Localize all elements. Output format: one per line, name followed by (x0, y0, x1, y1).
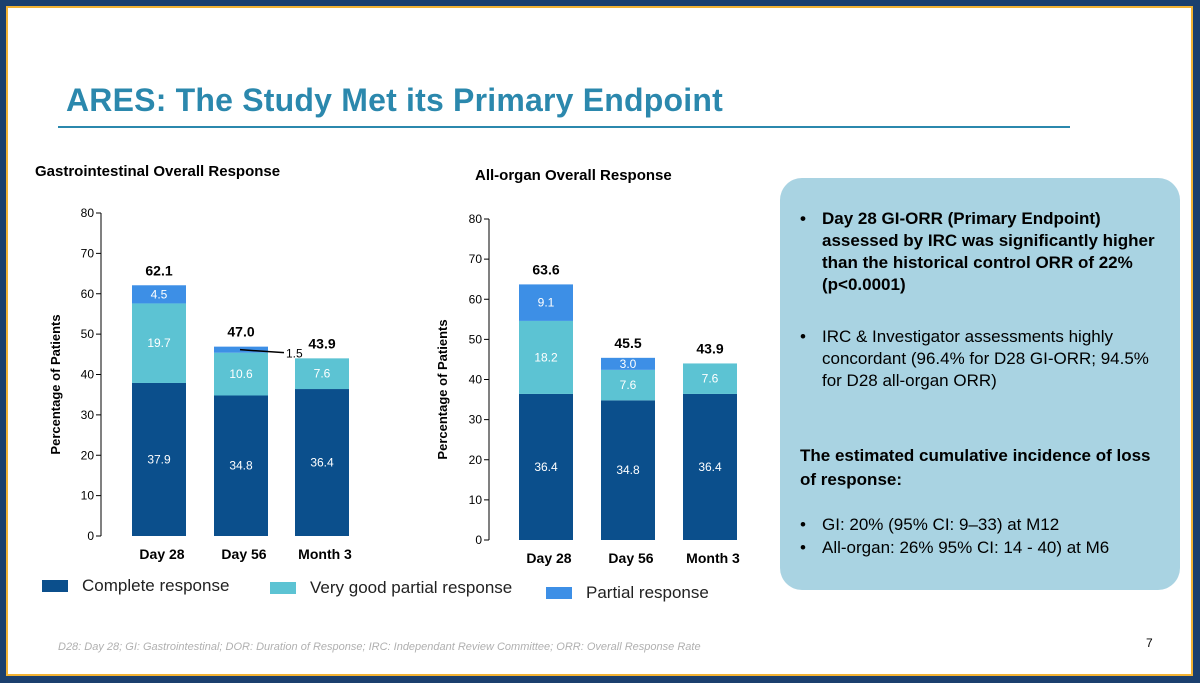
y-tick-label: 70 (469, 252, 483, 266)
key-findings-panel: • Day 28 GI-ORR (Primary Endpoint) asses… (780, 178, 1180, 590)
legend-very-good-partial-response: Very good partial response (270, 578, 512, 598)
y-tick-label: 0 (475, 533, 482, 547)
y-axis-label: Percentage of Patients (48, 314, 63, 454)
page-number: 7 (1146, 636, 1153, 650)
y-tick-label: 70 (81, 246, 95, 260)
bar-segment (519, 393, 573, 540)
slide-title: ARES: The Study Met its Primary Endpoint (66, 82, 723, 118)
legend-swatch-complete (42, 580, 68, 592)
bar-segment (519, 320, 573, 394)
y-tick-label: 20 (81, 448, 95, 462)
y-tick-label: 80 (81, 206, 95, 220)
y-tick-label: 30 (81, 408, 95, 422)
all-organ-chart-title: All-organ Overall Response (475, 167, 672, 184)
segment-data-label: 7.6 (314, 367, 331, 381)
legend-partial-response: Partial response (546, 583, 709, 603)
bar-segment (601, 400, 655, 540)
finding-concordance: • IRC & Investigator assessments highly … (800, 326, 1160, 392)
finding-all-organ-loss: • All-organ: 26% 95% CI: 14 - 40) at M6 (800, 537, 1175, 559)
bar-segment (132, 285, 186, 304)
segment-data-label: 37.9 (147, 452, 171, 466)
abbreviations-footnote: D28: Day 28; GI: Gastrointestinal; DOR: … (58, 641, 701, 653)
bar-segment (132, 382, 186, 536)
segment-data-label: 36.4 (310, 456, 334, 470)
segment-data-label: 9.1 (538, 296, 555, 310)
y-tick-label: 60 (81, 287, 95, 301)
segment-data-label: 4.5 (151, 287, 168, 301)
bar-segment (295, 389, 349, 536)
y-tick-label: 80 (469, 212, 483, 226)
x-category-label: Day 56 (608, 550, 653, 566)
finding-gi-loss: • GI: 20% (95% CI: 9–33) at M12 (800, 514, 1175, 536)
bar-segment (214, 352, 268, 396)
bar-total-label: 47.0 (227, 324, 254, 340)
legend-label-complete: Complete response (82, 576, 230, 595)
x-category-label: Day 56 (221, 546, 266, 562)
y-tick-label: 10 (469, 493, 483, 507)
finding-all-organ-loss-text: All-organ: 26% 95% CI: 14 - 40) at M6 (822, 538, 1110, 557)
segment-data-label: 3.0 (620, 357, 637, 371)
bullet-marker: • (800, 515, 806, 534)
callout-line (239, 348, 285, 354)
bar-segment (683, 363, 737, 394)
legend-complete-response: Complete response (42, 576, 229, 596)
y-tick-label: 10 (81, 489, 95, 503)
segment-data-label: 19.7 (147, 336, 171, 350)
finding-gi-loss-text: GI: 20% (95% CI: 9–33) at M12 (822, 515, 1060, 534)
bullet-marker: • (800, 538, 806, 557)
bar-segment (519, 284, 573, 321)
bar-segment (601, 357, 655, 370)
title-divider (58, 126, 1070, 128)
segment-data-label: 1.5 (286, 347, 303, 361)
segment-data-label: 10.6 (229, 367, 253, 381)
legend-swatch-partial (546, 587, 572, 599)
bullet-marker: • (800, 327, 806, 346)
finding-primary-endpoint: • Day 28 GI-ORR (Primary Endpoint) asses… (800, 208, 1160, 296)
x-category-label: Month 3 (298, 546, 352, 562)
legend-label-partial: Partial response (586, 583, 709, 602)
y-tick-label: 40 (81, 368, 95, 382)
segment-data-label: 7.6 (702, 372, 719, 386)
finding-concordance-text: IRC & Investigator assessments highly co… (822, 327, 1149, 390)
y-tick-label: 60 (469, 292, 483, 306)
bar-segment (601, 369, 655, 401)
segment-data-label: 34.8 (229, 459, 253, 473)
segment-data-label: 7.6 (620, 378, 637, 392)
segment-data-label: 18.2 (534, 350, 558, 364)
y-tick-label: 20 (469, 453, 483, 467)
legend-label-vgpr: Very good partial response (310, 578, 513, 597)
y-tick-label: 30 (469, 413, 483, 427)
segment-data-label: 34.8 (616, 463, 640, 477)
y-tick-label: 0 (87, 529, 94, 543)
loss-of-response-heading: The estimated cumulative incidence of lo… (800, 446, 1151, 489)
x-category-label: Day 28 (139, 546, 184, 562)
bar-total-label: 45.5 (614, 335, 641, 351)
bar-total-label: 43.9 (696, 340, 723, 356)
bar-total-label: 62.1 (145, 262, 172, 278)
segment-data-label: 36.4 (698, 460, 722, 474)
y-axis-label: Percentage of Patients (435, 319, 450, 459)
x-category-label: Day 28 (526, 550, 571, 566)
segment-data-label: 36.4 (534, 460, 558, 474)
legend-swatch-vgpr (270, 582, 296, 594)
gi-chart-title: Gastrointestinal Overall Response (35, 163, 281, 180)
finding-primary-endpoint-text: Day 28 GI-ORR (Primary Endpoint) assesse… (822, 209, 1155, 294)
bar-segment (132, 303, 186, 383)
x-category-label: Month 3 (686, 550, 740, 566)
y-tick-label: 50 (469, 332, 483, 346)
bar-total-label: 63.6 (532, 261, 559, 277)
bar-segment (295, 358, 349, 390)
bullet-marker: • (800, 209, 806, 228)
y-tick-label: 40 (469, 373, 483, 387)
bar-segment (683, 393, 737, 540)
y-tick-label: 50 (81, 327, 95, 341)
bar-total-label: 43.9 (308, 335, 335, 351)
bar-segment (214, 395, 268, 536)
